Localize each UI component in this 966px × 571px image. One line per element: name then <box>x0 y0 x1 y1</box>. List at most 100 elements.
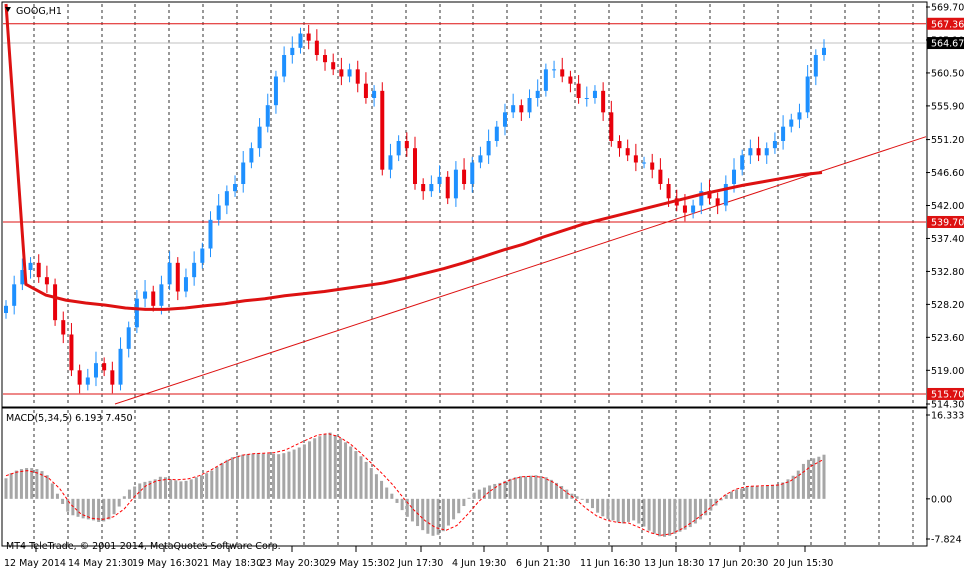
macd-histogram-bar <box>657 498 661 537</box>
macd-histogram-bar <box>688 498 692 528</box>
macd-histogram-bar <box>709 498 713 511</box>
candle-body <box>478 155 483 163</box>
macd-histogram-bar <box>266 453 270 499</box>
candle-body <box>715 198 720 206</box>
macd-histogram-bar <box>86 498 90 520</box>
candle-body <box>756 148 761 156</box>
candle-body <box>633 155 638 163</box>
macd-histogram-bar <box>441 498 445 532</box>
macd-histogram-bar <box>205 473 209 499</box>
macd-histogram-bar <box>503 480 507 499</box>
macd-histogram-bar <box>344 442 348 499</box>
macd-histogram-bar <box>529 475 533 499</box>
price-axis-label: 514.30 <box>931 400 964 411</box>
candle-body <box>339 69 344 77</box>
macd-histogram-bar <box>220 462 224 499</box>
macd-histogram-bar <box>493 483 497 499</box>
candle-body <box>519 105 524 113</box>
candle-body <box>470 162 475 185</box>
candle-body <box>200 248 205 263</box>
macd-histogram-bar <box>518 476 522 499</box>
time-axis-label: 20 Jun 15:30 <box>773 558 833 569</box>
macd-histogram-bar <box>194 477 198 499</box>
macd-histogram-bar <box>359 456 363 499</box>
candle-body <box>249 148 254 163</box>
moving-average-line[interactable] <box>4 3 823 311</box>
level-price-tag-label: 515.70 <box>931 389 964 400</box>
macd-histogram-bar <box>693 498 697 524</box>
time-axis-label: 6 Jun 21:30 <box>516 558 570 569</box>
macd-histogram-bar <box>663 498 667 537</box>
macd-histogram-bar <box>575 496 579 499</box>
candle-body <box>543 69 548 91</box>
macd-histogram-bar <box>385 487 389 499</box>
candle-body <box>437 176 442 185</box>
macd-histogram-bar <box>817 456 821 499</box>
macd-histogram-bar <box>328 432 332 499</box>
macd-histogram-bar <box>436 498 440 535</box>
macd-histogram-bar <box>45 475 49 499</box>
macd-axis-label: 0.00 <box>931 494 952 505</box>
macd-histogram-bar <box>683 498 687 530</box>
candle-body <box>323 55 328 63</box>
macd-histogram-bar <box>174 480 178 499</box>
macd-title: MACD(5,34,5) 6.193 7.450 <box>6 413 133 424</box>
macd-histogram-bar <box>416 498 420 527</box>
candle-body <box>396 141 401 156</box>
time-axis-label: 21 May 18:30 <box>197 558 262 569</box>
copyright-text: MT4 TeleTrade, © 2001-2014, MetaQuotes S… <box>6 541 281 552</box>
macd-histogram-bar <box>462 498 466 507</box>
macd-histogram-bar <box>637 498 641 524</box>
candle-body <box>224 191 229 206</box>
macd-histogram-bar <box>4 478 8 499</box>
macd-histogram-bar <box>133 486 137 499</box>
macd-histogram-bar <box>560 486 564 499</box>
macd-histogram-bar <box>596 498 600 513</box>
price-axis-label: 528.20 <box>931 300 964 311</box>
macd-histogram-bar <box>539 476 543 499</box>
macd-histogram-bar <box>148 480 152 499</box>
macd-histogram-bar <box>431 498 435 536</box>
macd-histogram-bar <box>678 498 682 532</box>
current-price-tag <box>927 37 964 50</box>
macd-histogram-bar <box>549 479 553 499</box>
macd-histogram-bar <box>400 498 404 511</box>
candle-body <box>560 69 565 77</box>
macd-histogram-bar <box>745 487 749 499</box>
macd-histogram-bar <box>81 498 85 519</box>
macd-histogram-bar <box>719 498 723 501</box>
candle-body <box>44 277 49 285</box>
candle-body <box>12 284 17 306</box>
price-pane <box>1 1 928 408</box>
macd-histogram-bar <box>369 468 373 499</box>
macd-histogram-bar <box>740 488 744 499</box>
macd-histogram-bar <box>225 459 229 499</box>
candle-body <box>797 112 802 120</box>
candle-body <box>772 141 777 149</box>
macd-histogram-bar <box>807 459 811 499</box>
candle-body <box>331 62 336 70</box>
trendline[interactable] <box>114 136 927 405</box>
candle-body <box>347 69 352 77</box>
candle-body <box>53 284 58 321</box>
macd-histogram-bar <box>179 481 183 499</box>
macd-histogram-bar <box>163 477 167 499</box>
price-axis-label: 569.70 <box>931 3 964 14</box>
candle-body <box>789 119 794 127</box>
candle-body <box>625 148 630 156</box>
macd-histogram-bar <box>246 454 250 499</box>
macd-histogram-bar <box>488 485 492 499</box>
candle-body <box>159 284 164 306</box>
macd-histogram-bar <box>729 491 733 499</box>
down-triangle-icon[interactable] <box>5 7 11 12</box>
candle-body <box>85 377 90 385</box>
macd-histogram-bar <box>55 493 59 499</box>
macd-histogram-bar <box>97 498 101 522</box>
candle-body <box>413 148 417 185</box>
candle-body <box>388 155 393 170</box>
candle-body <box>372 90 377 99</box>
macd-histogram-bar <box>513 477 517 499</box>
macd-histogram-bar <box>735 489 739 499</box>
macd-histogram-bar <box>755 486 759 499</box>
